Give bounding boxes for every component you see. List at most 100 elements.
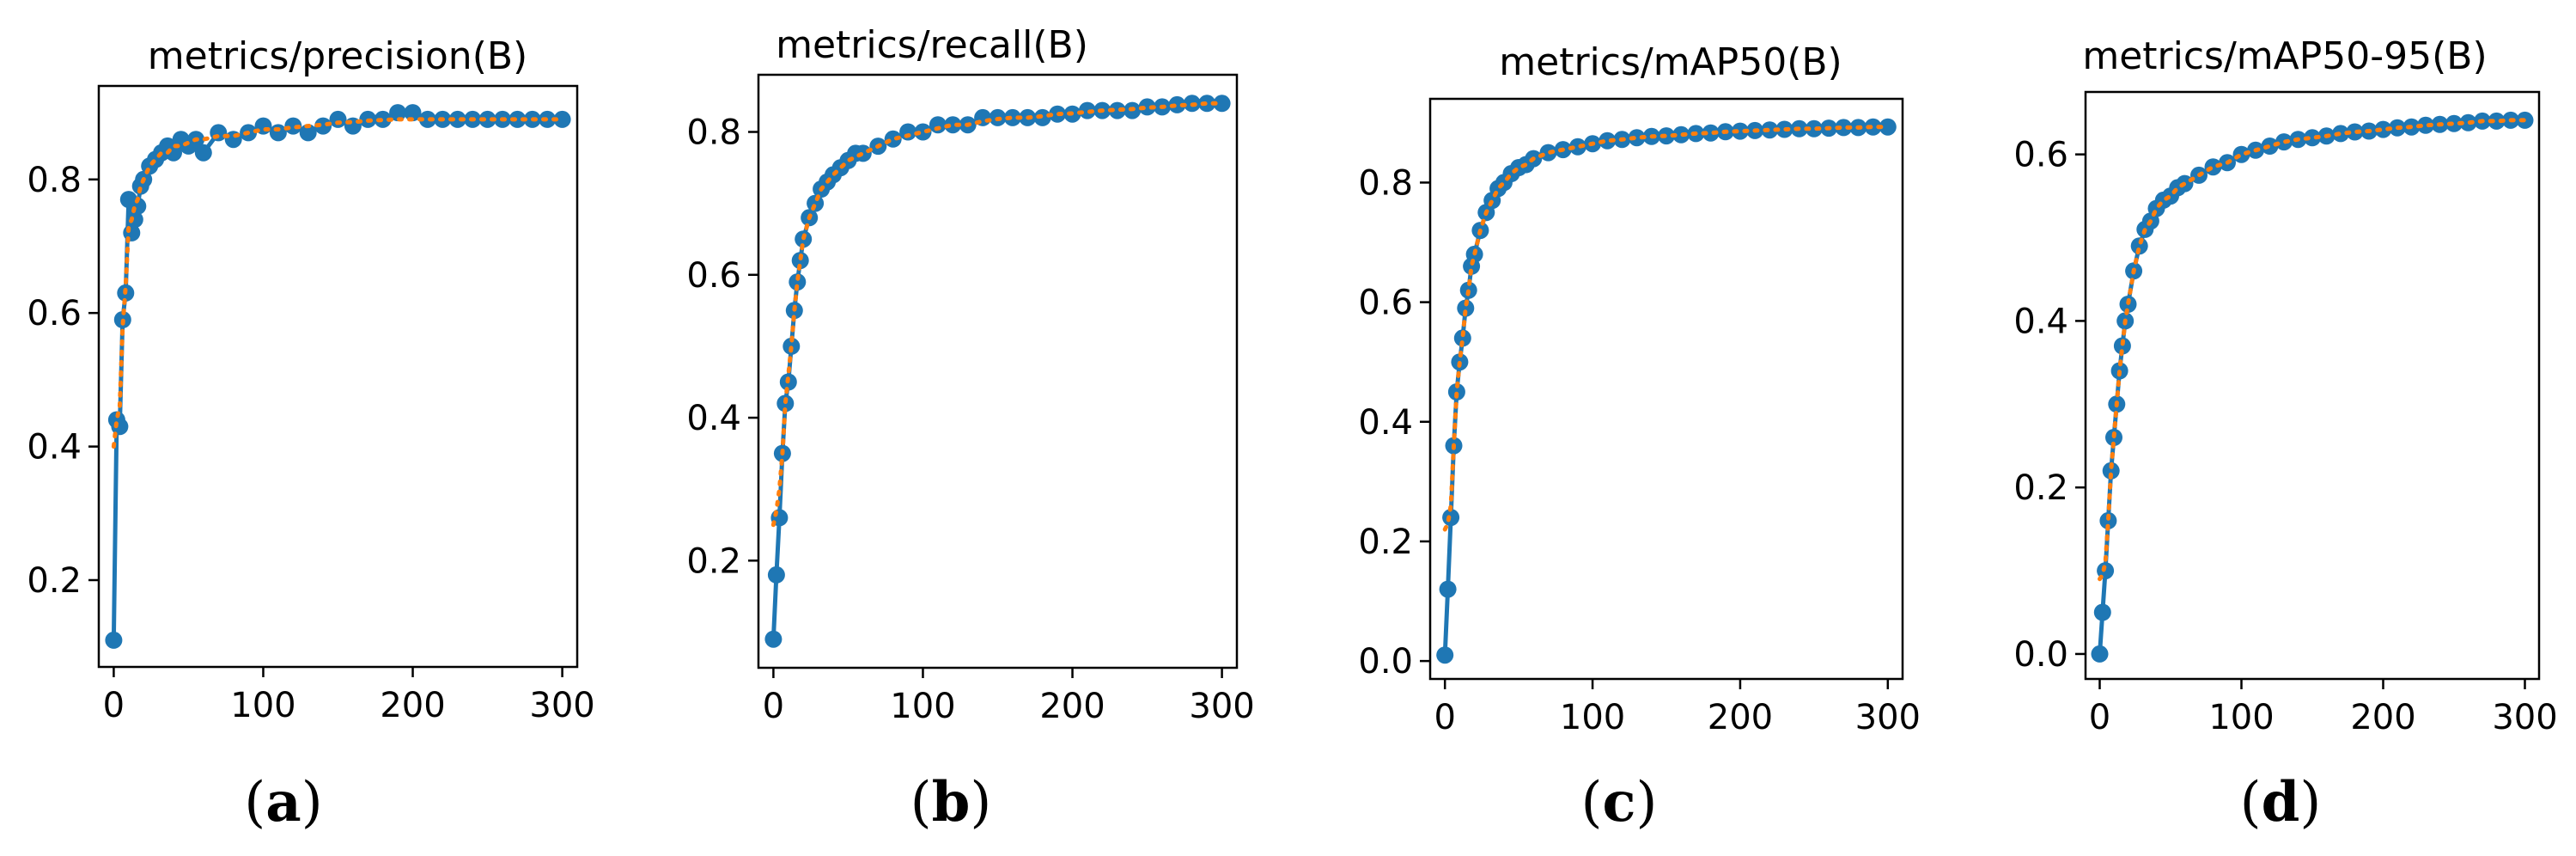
series-group	[764, 95, 1231, 648]
x-tick-label: 100	[1560, 698, 1625, 737]
results-point	[2374, 120, 2392, 138]
results-point	[1213, 95, 1231, 113]
results-point	[125, 211, 143, 229]
results-point	[210, 124, 228, 142]
results-point	[404, 104, 422, 122]
results-point	[764, 630, 783, 648]
y-ticks: 0.2 0.4 0.6 0.8	[686, 113, 758, 581]
results-point	[1568, 138, 1586, 156]
results-point	[194, 144, 212, 162]
x-tick-label: 100	[230, 686, 295, 725]
results-point	[418, 110, 436, 128]
results-point	[1628, 129, 1646, 147]
results-point	[1731, 122, 1749, 140]
results-point	[914, 123, 932, 141]
results-point	[807, 194, 825, 212]
subplot-a: metrics/precision(B) 0.2 0.4 0.6 0.8 0 100 20…	[27, 34, 594, 835]
results-point	[1702, 124, 1720, 142]
y-tick-label: 0.8	[27, 161, 82, 200]
results-point	[105, 631, 123, 649]
smooth-line	[1442, 125, 1891, 532]
x-ticks: 0 100 200 300	[103, 667, 595, 725]
results-point	[1138, 98, 1156, 116]
y-tick-label: 0.2	[686, 541, 741, 581]
results-point	[389, 104, 407, 122]
series-group	[2091, 111, 2534, 663]
smooth-line	[2098, 118, 2527, 582]
results-point	[2102, 462, 2120, 480]
x-tick-label: 200	[1708, 698, 1773, 737]
y-tick-label: 0.8	[1358, 163, 1413, 203]
plot-frame	[2084, 90, 2541, 681]
results-point	[224, 131, 242, 149]
subplot-caption: (b)	[910, 770, 992, 835]
plot-frame	[757, 73, 1239, 670]
y-tick-label: 0.2	[2013, 468, 2068, 508]
smooth-line	[111, 117, 565, 449]
y-tick-label: 0.6	[1358, 284, 1413, 323]
results-point	[767, 566, 785, 584]
results-point	[2130, 237, 2148, 255]
y-tick-label: 0.2	[27, 561, 82, 601]
x-tick-label: 300	[1855, 698, 1921, 737]
x-tick-label: 200	[380, 686, 445, 725]
x-tick-label: 100	[2208, 698, 2274, 737]
y-tick-label: 0.6	[2013, 136, 2068, 175]
y-tick-label: 0.4	[27, 428, 82, 468]
results-point	[2445, 114, 2463, 132]
x-tick-label: 0	[1434, 698, 1455, 737]
smooth-line	[770, 101, 1225, 528]
x-tick-label: 300	[529, 686, 594, 725]
subplot-caption: (c)	[1581, 770, 1658, 835]
y-tick-label: 0.4	[686, 399, 741, 438]
results-point	[2099, 511, 2117, 529]
results-point	[1835, 119, 1853, 137]
y-tick-label: 0.6	[27, 294, 82, 333]
results-point	[2488, 112, 2506, 130]
x-ticks: 0 100 200 300	[1434, 679, 1921, 737]
plot-frame	[1428, 97, 1904, 681]
subplot-c: metrics/mAP50(B) 0.0 0.2 0.4 0.6 0.8 0 100 200…	[1358, 40, 1921, 835]
subplot-d: metrics/mAP50-95(B) 0.0 0.2 0.4 0.6 0 100 200…	[2013, 34, 2557, 835]
results-point	[1078, 101, 1096, 119]
results-point	[1003, 108, 1021, 126]
results-point	[789, 273, 807, 291]
y-ticks: 0.0 0.2 0.4 0.6	[2013, 136, 2086, 675]
x-tick-label: 0	[103, 686, 125, 725]
y-ticks: 0.0 0.2 0.4 0.6 0.8	[1358, 163, 1430, 682]
results-point	[1599, 131, 1617, 150]
subplot-caption: (d)	[2240, 770, 2322, 835]
results-point	[2093, 603, 2111, 621]
y-tick-label: 0.0	[2013, 635, 2068, 675]
x-tick-label: 200	[2350, 698, 2415, 737]
results-point	[1453, 329, 1471, 347]
x-ticks: 0 100 200 300	[763, 668, 1255, 726]
chart-title: metrics/recall(B)	[776, 23, 1088, 67]
y-tick-label: 0.4	[1358, 403, 1413, 443]
results-point	[1457, 299, 1475, 317]
results-line	[1442, 125, 1888, 656]
results-line	[111, 110, 563, 640]
results-point	[509, 110, 527, 128]
y-tick-label: 0.6	[686, 256, 741, 296]
results-point	[854, 144, 872, 162]
results-point	[478, 110, 496, 128]
results-point	[1168, 95, 1186, 113]
results-point	[2304, 129, 2321, 147]
y-tick-label: 0.4	[2013, 302, 2068, 341]
x-tick-label: 300	[1189, 687, 1254, 726]
chart-title: metrics/mAP50-95(B)	[2082, 34, 2487, 78]
results-point	[791, 252, 809, 270]
series-group	[105, 104, 571, 649]
results-point	[929, 116, 947, 134]
subplot-caption: (a)	[244, 770, 322, 835]
results-point	[2091, 645, 2109, 663]
results-point	[299, 124, 317, 142]
results-point	[284, 117, 302, 135]
y-ticks: 0.2 0.4 0.6 0.8	[27, 161, 99, 601]
x-tick-label: 0	[2089, 698, 2110, 737]
results-point	[1108, 101, 1126, 119]
y-tick-label: 0.2	[1358, 523, 1413, 562]
results-line	[770, 101, 1222, 639]
